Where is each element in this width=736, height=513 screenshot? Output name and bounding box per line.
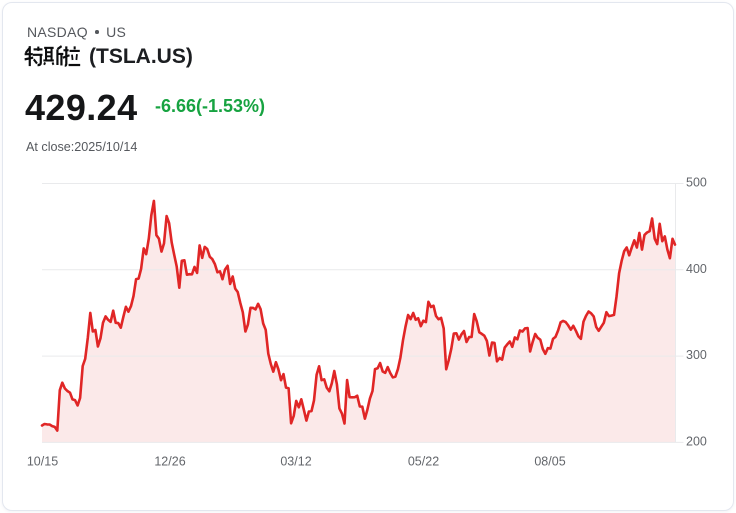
svg-text:03/12: 03/12 (280, 455, 311, 469)
svg-text:500: 500 (686, 176, 707, 190)
svg-text:300: 300 (686, 348, 707, 362)
svg-text:200: 200 (686, 434, 707, 448)
svg-text:400: 400 (686, 262, 707, 276)
svg-text:05/22: 05/22 (408, 455, 439, 469)
svg-text:10/15: 10/15 (27, 455, 58, 469)
svg-text:12/26: 12/26 (154, 455, 185, 469)
svg-text:08/05: 08/05 (534, 455, 565, 469)
